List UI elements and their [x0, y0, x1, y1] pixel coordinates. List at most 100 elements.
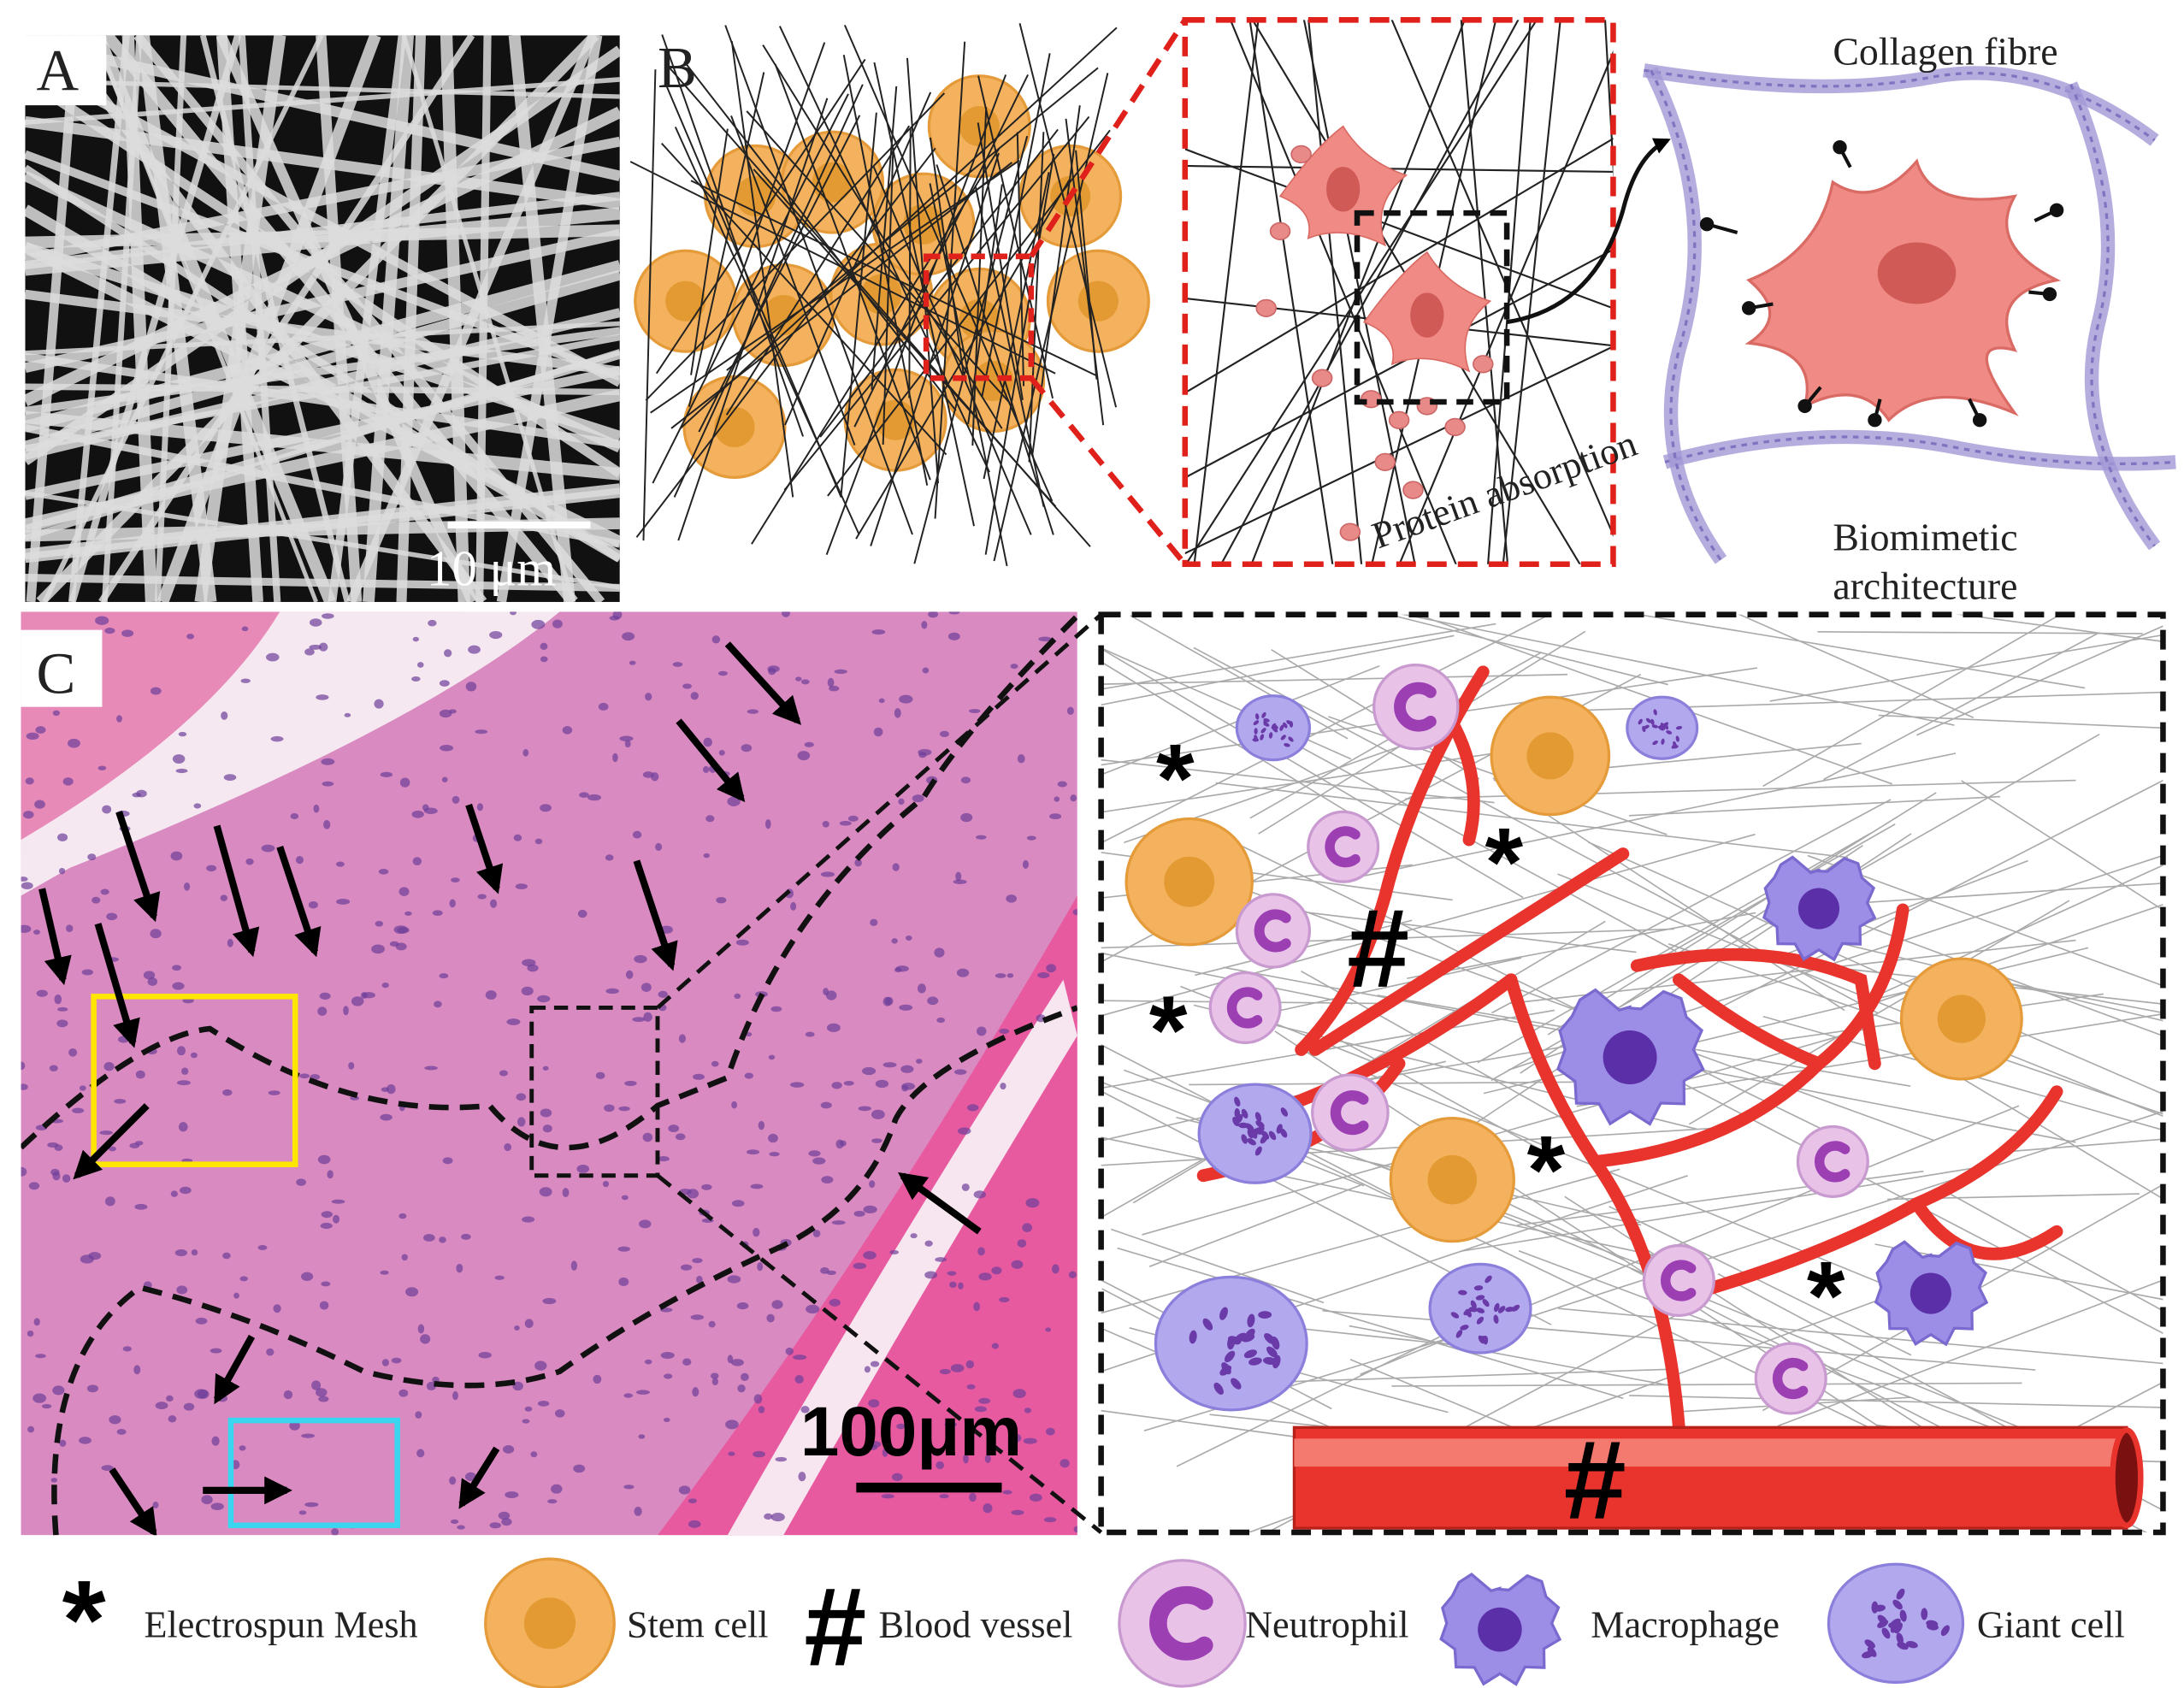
- nucleus: [134, 1141, 144, 1146]
- mesh-fibre: [1944, 1066, 2163, 1200]
- nucleus: [643, 1012, 652, 1022]
- nucleus-dot: [1892, 1599, 1903, 1610]
- mesh-fibre: [1148, 1183, 1363, 1267]
- nucleus: [227, 938, 233, 947]
- fibre: [25, 383, 620, 396]
- legend-label: Stem cell: [627, 1604, 769, 1646]
- nucleus: [703, 853, 710, 859]
- nucleus: [265, 652, 280, 662]
- mesh-fibre: [1223, 966, 1612, 1041]
- arrow: [1506, 138, 1671, 325]
- nucleus: [922, 667, 930, 674]
- nucleus: [1394, 682, 1437, 732]
- nucleus: [1772, 1357, 1809, 1400]
- mesh-fibre: [882, 147, 894, 446]
- nucleus-dot: [1664, 723, 1669, 730]
- nucleus: [316, 1388, 328, 1397]
- nucleus: [1002, 1490, 1012, 1495]
- mesh-fibre: [1349, 1325, 1671, 1387]
- nucleus-dot: [1476, 1307, 1485, 1313]
- nucleus: [917, 983, 926, 994]
- streak: [21, 611, 560, 896]
- nucleus: [735, 939, 749, 946]
- nucleus-dot: [1476, 1316, 1485, 1325]
- nucleus: [348, 1061, 355, 1070]
- neutrophil: [1307, 810, 1380, 883]
- annotation: architecture: [1833, 564, 2017, 608]
- nucleus: [451, 1519, 459, 1525]
- nucleus: [605, 854, 614, 861]
- mesh-fibre: [1248, 20, 1334, 564]
- nucleus: [439, 1236, 446, 1243]
- nucleus: [106, 912, 118, 921]
- nucleus-dot: [1475, 1295, 1485, 1301]
- mesh-fibre: [1265, 957, 1522, 1015]
- nucleus: [510, 611, 516, 616]
- nucleus: [1072, 909, 1077, 916]
- mesh-fibre: [1184, 137, 1614, 394]
- boundary: [21, 613, 1077, 1151]
- nucleus: [175, 768, 188, 774]
- nucleus-dot: [1877, 1614, 1888, 1625]
- nucleus: [79, 1437, 91, 1444]
- nucleus: [21, 876, 28, 882]
- neutrophil: [1372, 663, 1460, 751]
- nucleus: [725, 1419, 739, 1430]
- neutrophil: [1118, 1559, 1247, 1688]
- nucleus: [884, 996, 894, 1006]
- nucleus: [34, 800, 45, 809]
- vessel-branch: [1449, 721, 1480, 847]
- nucleus: [984, 1455, 991, 1463]
- nucleus: [731, 1200, 745, 1207]
- arrow: [214, 1334, 256, 1405]
- nucleus: [621, 1195, 629, 1201]
- mesh-fibre: [679, 27, 1118, 430]
- nucleus: [319, 1301, 329, 1310]
- nucleus: [317, 1006, 328, 1016]
- neutrophil: [1754, 1342, 1827, 1415]
- nucleus: [289, 1420, 300, 1431]
- mesh-fibre: [936, 164, 1054, 535]
- nucleus: [176, 1046, 186, 1056]
- fibre: [508, 35, 576, 602]
- nucleus-dot: [1262, 1357, 1277, 1366]
- scale-bar-label: 100μm: [800, 1393, 1022, 1471]
- nucleus: [829, 1298, 841, 1307]
- fibre: [25, 207, 620, 276]
- nucleus: [412, 857, 422, 866]
- legend-symbol: *: [62, 1557, 106, 1682]
- nucleus: [983, 1503, 993, 1514]
- nucleus: [194, 1389, 208, 1399]
- nucleus: [820, 1266, 829, 1274]
- nucleus: [871, 1109, 885, 1119]
- nucleus: [405, 1287, 419, 1297]
- nucleus-dot: [1661, 738, 1665, 745]
- nucleus: [727, 1275, 741, 1284]
- nucleus: [629, 660, 636, 665]
- mesh-fibre: [819, 128, 1059, 438]
- nucleus: [233, 1292, 239, 1299]
- nucleus: [1060, 1459, 1070, 1468]
- mesh-fibre: [840, 112, 877, 495]
- nucleus: [1073, 1526, 1077, 1533]
- nucleus: [753, 1227, 760, 1237]
- mesh-fibre: [1461, 1164, 1996, 1253]
- nucleus: [645, 693, 652, 701]
- nucleus: [692, 1387, 699, 1397]
- nucleus: [957, 1127, 971, 1135]
- nucleus: [868, 1399, 880, 1408]
- nucleus: [457, 1525, 465, 1530]
- nucleus-dot: [1279, 724, 1284, 731]
- nucleus: [1006, 973, 1014, 978]
- nucleus: [168, 1415, 177, 1423]
- nucleus-dot: [1675, 725, 1683, 730]
- nucleus: [426, 1381, 436, 1391]
- mesh-fibre: [642, 69, 657, 541]
- nucleus: [79, 1085, 86, 1091]
- protein: [1388, 410, 1410, 429]
- nucleus-dot: [1645, 717, 1651, 723]
- panel-b: [629, 18, 1188, 567]
- nucleus-dot: [1455, 1330, 1463, 1338]
- nucleus-dot: [1247, 1313, 1255, 1328]
